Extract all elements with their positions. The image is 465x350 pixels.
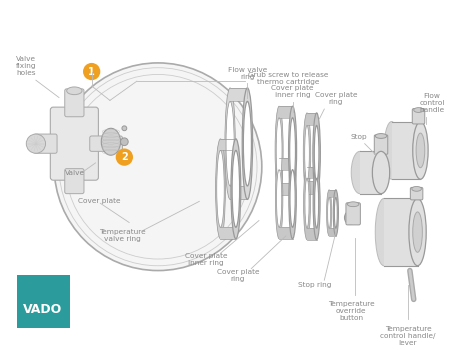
Ellipse shape <box>303 113 311 194</box>
Ellipse shape <box>414 107 423 112</box>
Polygon shape <box>307 113 317 125</box>
Text: Valve
fixing
holes: Valve fixing holes <box>16 56 37 76</box>
Ellipse shape <box>326 190 332 236</box>
Polygon shape <box>392 121 420 179</box>
Text: Temperature
valve ring: Temperature valve ring <box>99 230 146 243</box>
Ellipse shape <box>226 102 234 186</box>
FancyBboxPatch shape <box>65 89 84 117</box>
Ellipse shape <box>313 113 320 194</box>
Ellipse shape <box>334 197 337 228</box>
Ellipse shape <box>305 125 309 181</box>
Ellipse shape <box>101 128 120 155</box>
Ellipse shape <box>347 214 353 221</box>
FancyBboxPatch shape <box>412 108 425 124</box>
FancyBboxPatch shape <box>374 135 388 154</box>
Ellipse shape <box>412 187 421 191</box>
Circle shape <box>83 63 100 80</box>
Text: VADO: VADO <box>23 302 62 315</box>
FancyBboxPatch shape <box>34 134 57 153</box>
Polygon shape <box>220 227 236 239</box>
Ellipse shape <box>232 150 239 227</box>
FancyBboxPatch shape <box>346 203 360 225</box>
Text: Grub screw to release
thermo cartridge: Grub screw to release thermo cartridge <box>248 72 329 85</box>
Circle shape <box>54 63 262 271</box>
Polygon shape <box>329 228 336 236</box>
Ellipse shape <box>328 197 331 228</box>
Ellipse shape <box>304 167 311 240</box>
Polygon shape <box>230 88 247 101</box>
Polygon shape <box>307 181 317 194</box>
Polygon shape <box>279 227 292 239</box>
Polygon shape <box>329 190 336 197</box>
FancyBboxPatch shape <box>90 136 122 151</box>
Ellipse shape <box>416 133 425 168</box>
Text: Cover plate
inner ring: Cover plate inner ring <box>185 252 227 266</box>
Circle shape <box>116 148 133 166</box>
Ellipse shape <box>372 151 390 194</box>
Text: Temperature
control handle/
lever: Temperature control handle/ lever <box>380 326 436 346</box>
Ellipse shape <box>345 211 356 224</box>
Text: Cover plate: Cover plate <box>78 198 121 204</box>
FancyBboxPatch shape <box>17 275 70 328</box>
Circle shape <box>27 134 46 153</box>
Polygon shape <box>220 139 236 150</box>
Polygon shape <box>230 186 247 200</box>
Ellipse shape <box>409 198 426 266</box>
Ellipse shape <box>243 102 252 186</box>
Ellipse shape <box>275 158 283 239</box>
FancyBboxPatch shape <box>410 187 423 200</box>
Ellipse shape <box>347 202 359 206</box>
Text: 1: 1 <box>88 66 95 77</box>
Ellipse shape <box>384 121 399 179</box>
Text: Cover plate
inner ring: Cover plate inner ring <box>272 84 314 98</box>
Text: Stop ring: Stop ring <box>298 282 332 288</box>
Ellipse shape <box>314 125 319 181</box>
Polygon shape <box>279 183 292 195</box>
FancyBboxPatch shape <box>50 107 99 180</box>
Ellipse shape <box>242 88 252 199</box>
Ellipse shape <box>333 190 339 236</box>
Ellipse shape <box>217 150 224 227</box>
Ellipse shape <box>313 167 320 240</box>
Text: Flow valve
ring: Flow valve ring <box>228 67 267 80</box>
Ellipse shape <box>290 118 295 183</box>
Ellipse shape <box>413 121 428 179</box>
Polygon shape <box>360 151 381 194</box>
Ellipse shape <box>289 158 296 239</box>
Ellipse shape <box>315 178 319 228</box>
Ellipse shape <box>276 118 282 183</box>
Text: Cover plate
ring: Cover plate ring <box>315 92 357 105</box>
Ellipse shape <box>216 139 226 239</box>
Text: 2: 2 <box>121 152 128 162</box>
Ellipse shape <box>290 170 295 227</box>
Ellipse shape <box>66 87 82 94</box>
Text: Cover plate
ring: Cover plate ring <box>217 269 259 282</box>
Ellipse shape <box>375 134 387 138</box>
Text: Stop: Stop <box>351 134 367 140</box>
Ellipse shape <box>289 106 297 195</box>
Text: Valve: Valve <box>65 169 85 175</box>
Ellipse shape <box>413 212 422 252</box>
Ellipse shape <box>375 198 392 266</box>
Ellipse shape <box>231 139 241 239</box>
FancyBboxPatch shape <box>65 169 84 194</box>
Polygon shape <box>307 167 317 178</box>
Polygon shape <box>279 158 292 170</box>
Polygon shape <box>279 106 292 118</box>
Polygon shape <box>384 198 418 266</box>
Ellipse shape <box>305 178 309 228</box>
Polygon shape <box>307 228 317 240</box>
Ellipse shape <box>225 88 235 199</box>
Ellipse shape <box>275 106 283 195</box>
Circle shape <box>122 126 127 131</box>
Text: Temperature
override
button: Temperature override button <box>328 301 374 321</box>
Ellipse shape <box>277 170 282 227</box>
Text: Flow
control
handle: Flow control handle <box>419 93 445 113</box>
Ellipse shape <box>351 151 369 194</box>
Circle shape <box>120 138 128 146</box>
